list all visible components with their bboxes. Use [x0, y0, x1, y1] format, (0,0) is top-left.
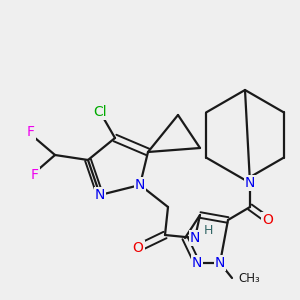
Text: H: H — [203, 224, 213, 236]
Text: F: F — [31, 168, 39, 182]
Text: O: O — [262, 213, 273, 227]
Text: N: N — [190, 231, 200, 245]
Text: CH₃: CH₃ — [238, 272, 260, 284]
Text: N: N — [215, 256, 225, 270]
Text: N: N — [192, 256, 202, 270]
Text: Cl: Cl — [93, 105, 107, 119]
Text: O: O — [133, 241, 143, 255]
Text: N: N — [245, 176, 255, 190]
Text: F: F — [27, 125, 35, 139]
Text: N: N — [95, 188, 105, 202]
Text: N: N — [135, 178, 145, 192]
